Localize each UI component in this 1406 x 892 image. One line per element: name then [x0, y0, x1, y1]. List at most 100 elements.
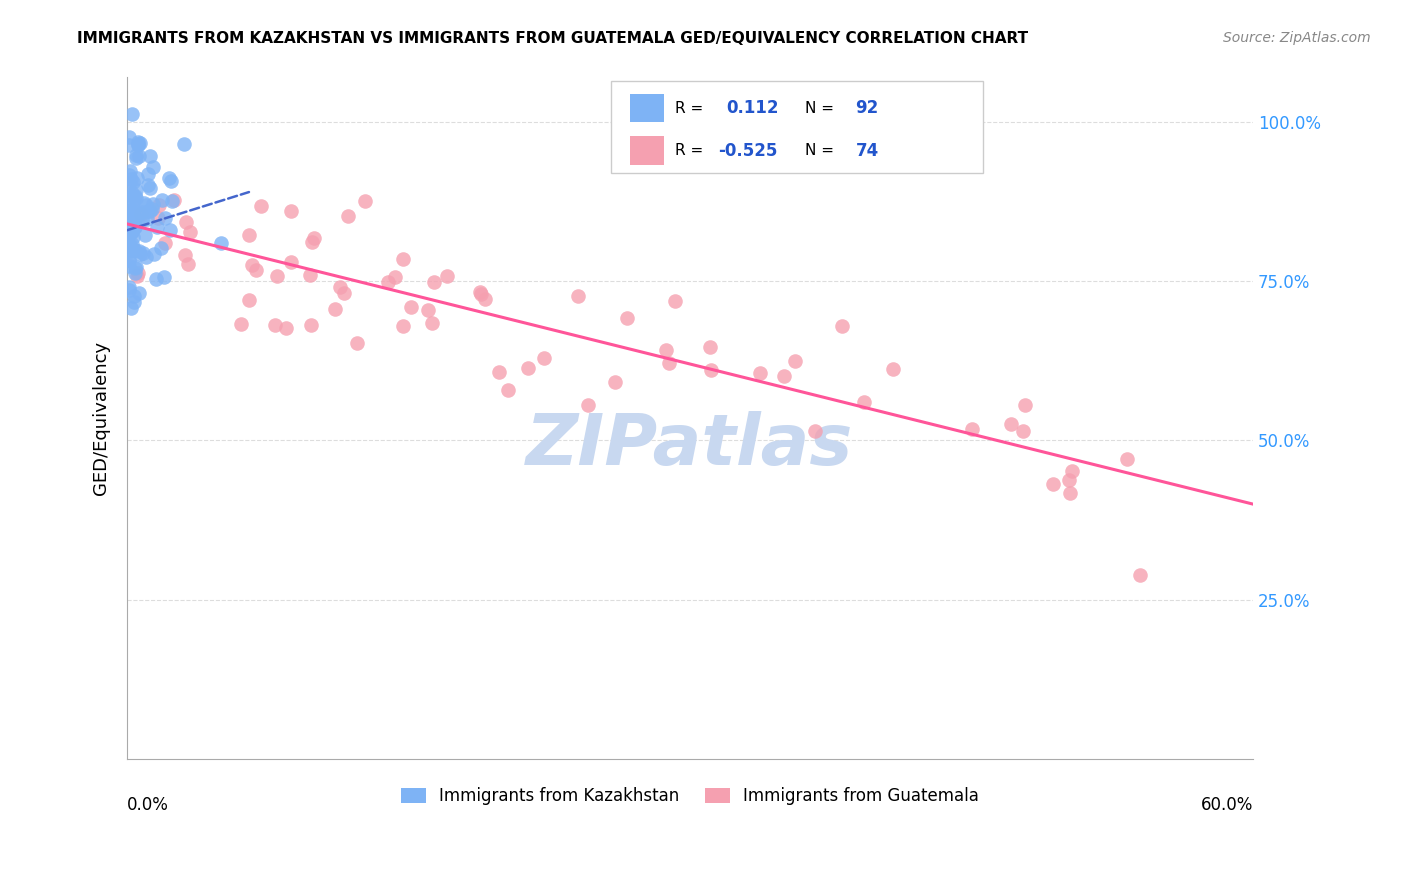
Point	[157, 170, 180, 185]
Point	[125, 268, 148, 283]
Point	[118, 129, 141, 144]
Point	[127, 266, 149, 280]
Point	[150, 193, 173, 207]
Point	[474, 292, 496, 306]
Point	[377, 275, 399, 289]
Point	[125, 148, 148, 162]
Point	[280, 255, 302, 269]
Point	[346, 335, 368, 350]
Point	[129, 136, 152, 151]
Point	[120, 171, 142, 186]
Point	[392, 318, 415, 333]
Point	[121, 189, 143, 203]
Point	[118, 164, 141, 178]
Point	[882, 362, 904, 376]
Point	[533, 351, 555, 365]
Point	[121, 227, 143, 241]
Point	[1059, 486, 1081, 500]
Point	[148, 197, 170, 211]
Point	[118, 283, 141, 297]
Y-axis label: GED/Equivalency: GED/Equivalency	[93, 341, 110, 495]
Point	[416, 303, 439, 318]
FancyBboxPatch shape	[612, 81, 983, 173]
Point	[118, 211, 141, 226]
Point	[333, 285, 356, 300]
Point	[423, 275, 446, 289]
Legend: Immigrants from Kazakhstan, Immigrants from Guatemala: Immigrants from Kazakhstan, Immigrants f…	[394, 780, 986, 812]
Point	[121, 186, 143, 201]
Point	[125, 171, 148, 186]
Point	[124, 215, 146, 229]
Point	[121, 214, 143, 228]
Point	[136, 203, 159, 218]
Point	[353, 194, 375, 208]
Point	[121, 107, 143, 121]
Point	[118, 138, 141, 153]
Text: 60.0%: 60.0%	[1201, 797, 1253, 814]
Text: 0.0%: 0.0%	[127, 797, 169, 814]
Point	[238, 293, 260, 307]
Point	[616, 310, 638, 325]
Point	[135, 198, 157, 212]
Point	[139, 148, 162, 162]
Point	[122, 220, 145, 235]
Point	[122, 176, 145, 190]
Text: Source: ZipAtlas.com: Source: ZipAtlas.com	[1223, 31, 1371, 45]
Point	[1129, 567, 1152, 582]
Point	[250, 199, 273, 213]
Point	[174, 248, 197, 262]
Point	[174, 215, 197, 229]
Text: 0.112: 0.112	[725, 99, 779, 117]
Point	[120, 301, 142, 315]
Point	[1062, 464, 1084, 478]
Point	[468, 285, 491, 299]
Point	[159, 223, 181, 237]
Text: N =: N =	[804, 144, 838, 158]
Point	[118, 219, 141, 234]
Point	[384, 270, 406, 285]
Point	[131, 204, 153, 219]
Text: R =: R =	[675, 144, 709, 158]
Point	[118, 237, 141, 252]
Text: 92: 92	[855, 99, 879, 117]
Point	[127, 138, 149, 153]
Point	[231, 317, 253, 331]
Point	[160, 194, 183, 208]
Point	[134, 228, 156, 243]
Point	[141, 202, 163, 217]
Point	[128, 285, 150, 300]
Point	[1042, 476, 1064, 491]
Point	[131, 213, 153, 227]
Point	[160, 174, 183, 188]
Point	[127, 135, 149, 149]
Point	[960, 422, 983, 436]
Point	[392, 252, 415, 267]
Point	[127, 137, 149, 152]
Point	[118, 252, 141, 267]
Point	[118, 253, 141, 268]
Point	[420, 316, 443, 330]
Point	[124, 266, 146, 280]
Point	[122, 229, 145, 244]
Point	[1000, 417, 1022, 432]
Point	[576, 398, 599, 412]
Point	[280, 203, 302, 218]
Point	[603, 376, 626, 390]
Point	[135, 211, 157, 226]
Point	[120, 203, 142, 218]
Point	[153, 270, 176, 285]
Point	[121, 237, 143, 252]
Point	[121, 205, 143, 219]
Point	[1057, 473, 1080, 487]
Point	[118, 279, 141, 293]
Bar	[630, 136, 664, 165]
Point	[121, 194, 143, 209]
Point	[121, 221, 143, 235]
Point	[177, 257, 200, 271]
Text: 74: 74	[855, 142, 879, 160]
Point	[276, 321, 298, 335]
Point	[124, 219, 146, 234]
Point	[399, 300, 422, 314]
Point	[516, 361, 538, 376]
Point	[179, 225, 201, 239]
